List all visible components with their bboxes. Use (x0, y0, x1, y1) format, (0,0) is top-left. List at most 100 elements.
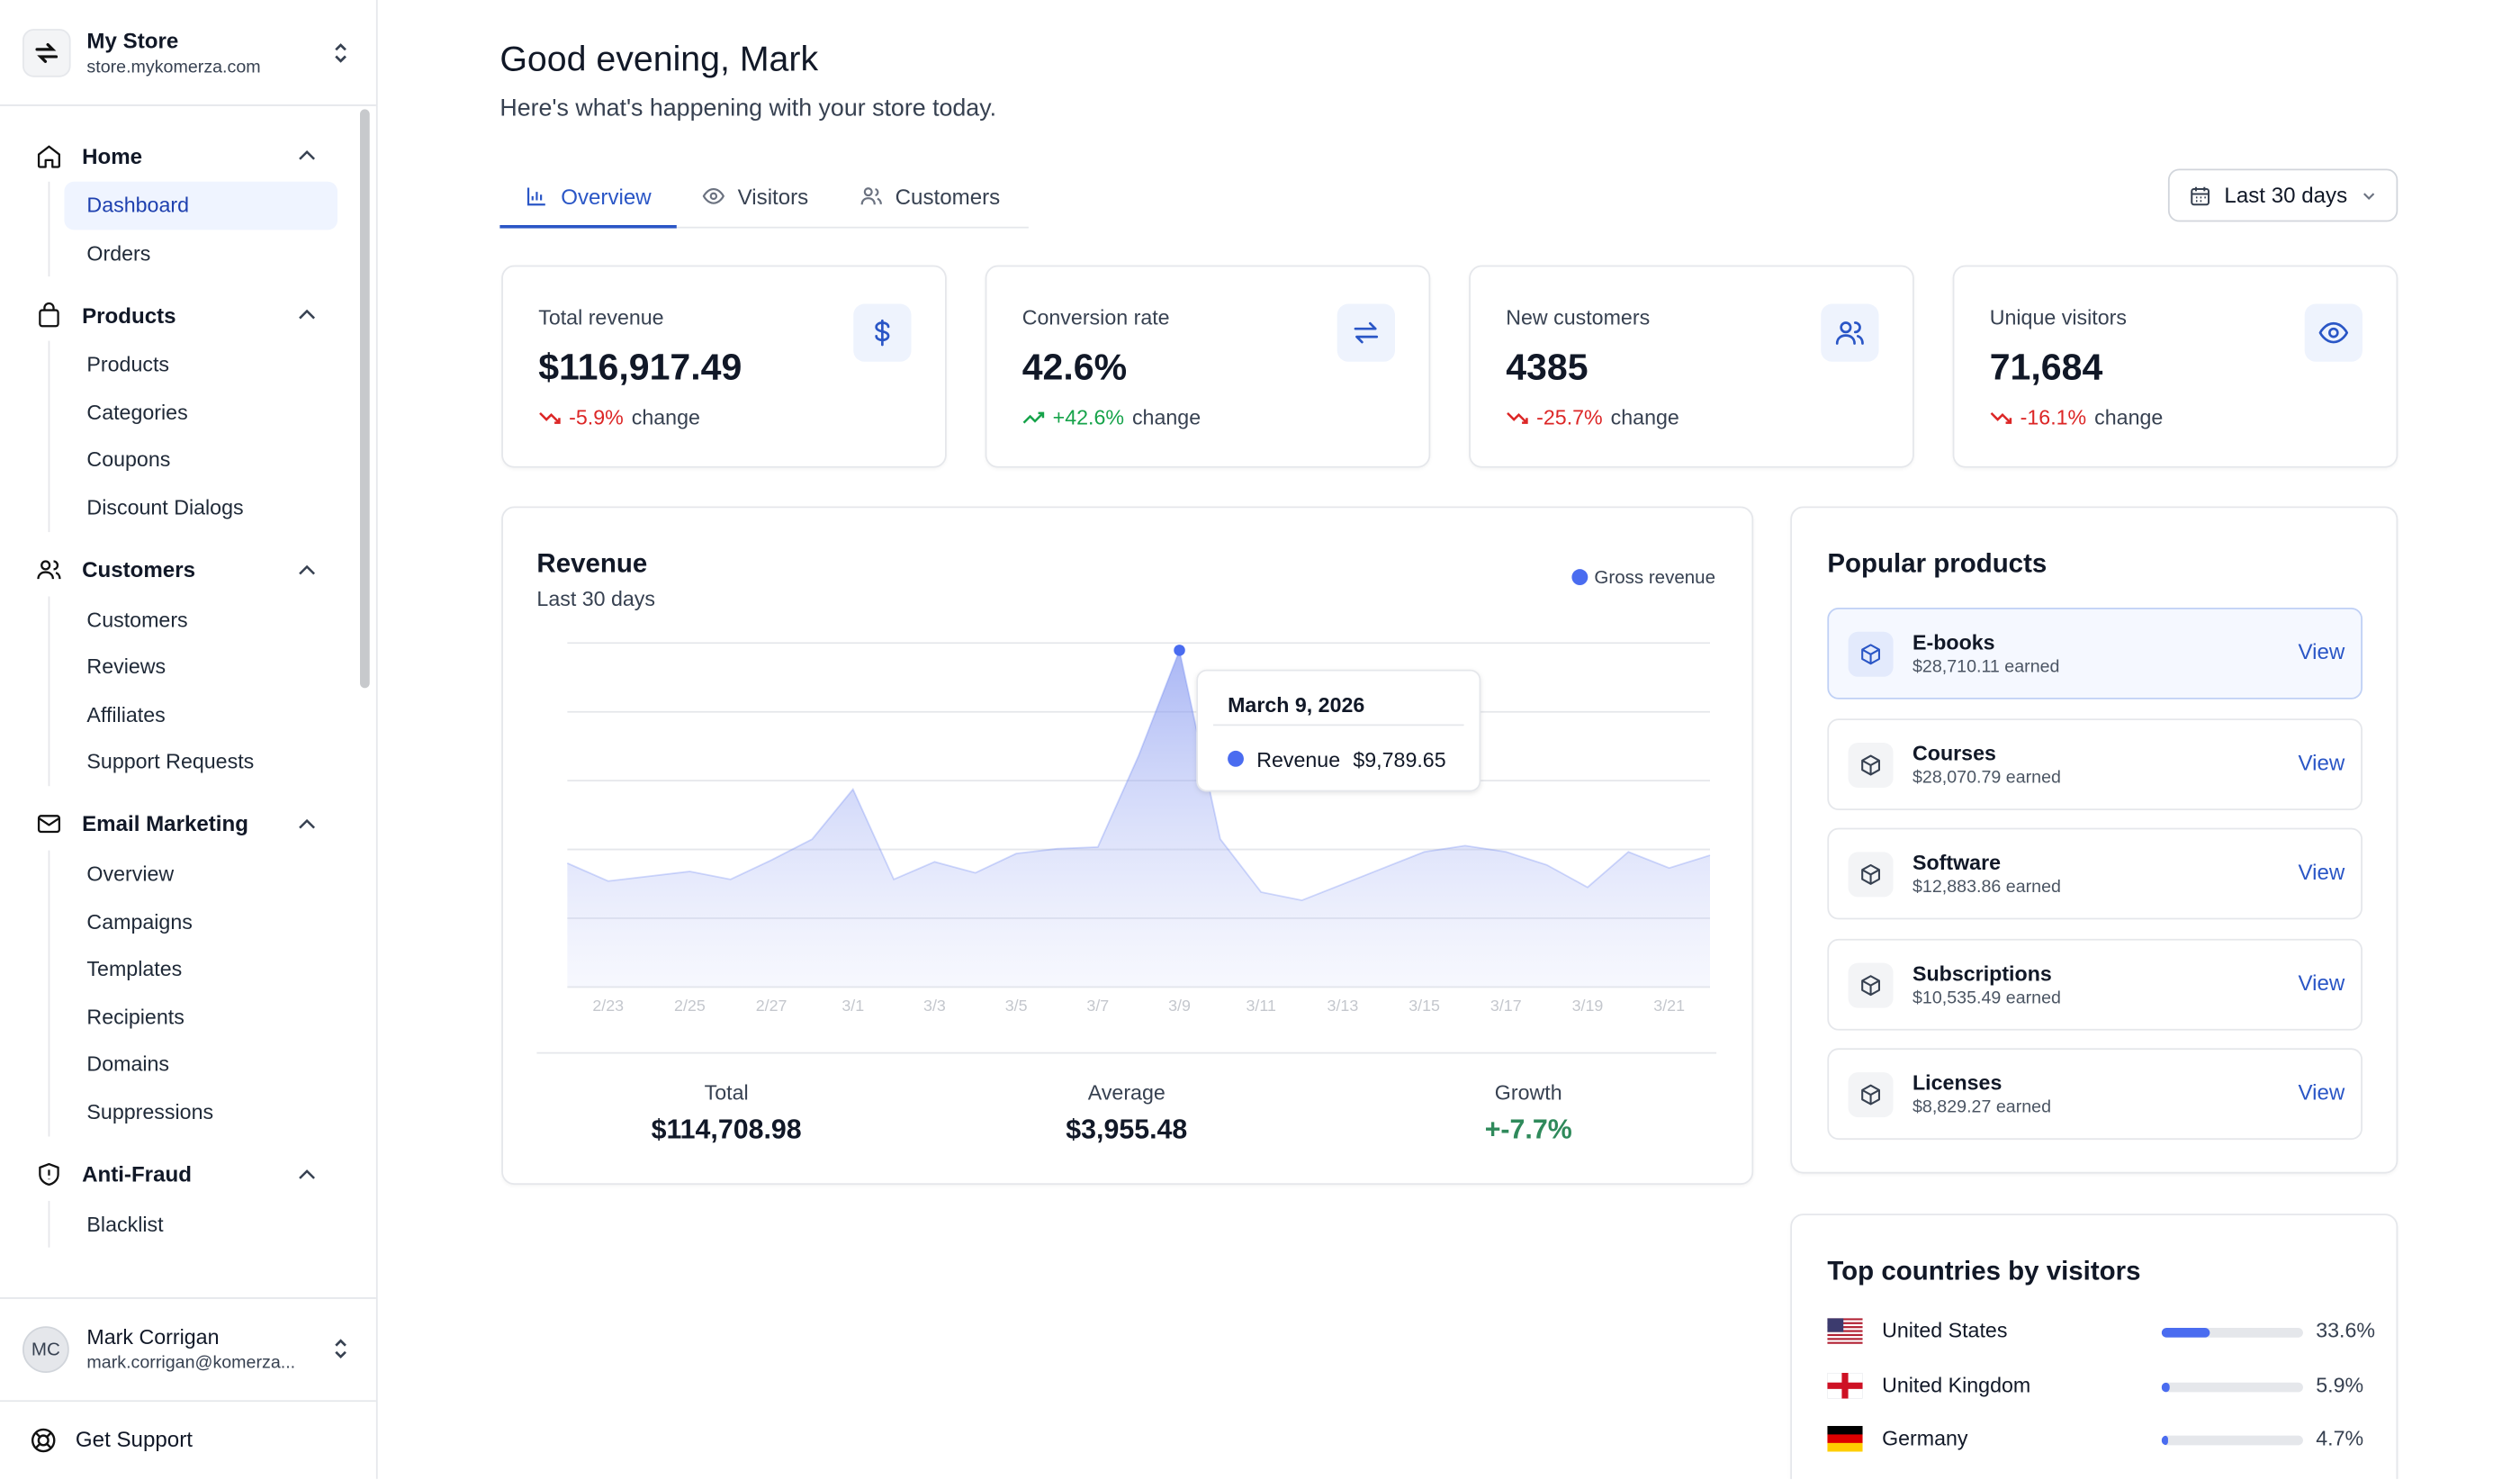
popular-products-card: Popular products E-books $28,710.11 earne… (1790, 506, 2398, 1174)
nav-item[interactable]: Customers (86, 607, 188, 632)
nav-section-title: Email Marketing (82, 812, 248, 837)
top-countries-card: Top countries by visitors United States 3… (1790, 1214, 2398, 1479)
stat-change: -16.1% change (1990, 404, 2163, 429)
nav-section-title: Home (82, 143, 143, 168)
nav-item[interactable]: Products (86, 352, 170, 377)
stat-icon (2304, 303, 2362, 362)
nav-item[interactable]: Reviews (86, 654, 166, 679)
country-bar (2161, 1435, 2169, 1446)
page-subtitle: Here's what's happening with your store … (500, 95, 997, 122)
product-row: Licenses $8,829.27 earned View (1827, 1048, 2362, 1141)
stat-card: New customers 4385 -25.7% change (1469, 265, 1914, 468)
product-row: E-books $28,710.11 earned View (1827, 607, 2362, 699)
tab-label: Visitors (737, 184, 809, 209)
tab-label: Customers (895, 184, 1001, 209)
support-link[interactable]: Get Support (75, 1427, 193, 1452)
stat-card: Total revenue $116,917.49 -5.9% change (501, 265, 947, 468)
product-view[interactable]: View (2298, 639, 2345, 664)
collapse-chevron[interactable] (296, 304, 319, 327)
stat-change-suffix: change (1131, 404, 1202, 429)
nav-items: Products Categories Coupons Discount Dialog… (48, 340, 354, 532)
country-flag (1827, 1425, 1863, 1452)
product-view[interactable]: View (2298, 1079, 2345, 1105)
product-row: Software $12,883.86 earned View (1827, 827, 2362, 920)
product-earned: $28,070.79 earned (1912, 767, 2061, 788)
stat-label: Unique visitors (1989, 305, 2127, 330)
stat-value: 71,684 (1989, 345, 2103, 388)
nav-item[interactable]: Discount Dialogs (86, 494, 244, 519)
nav-item[interactable]: Categories (86, 400, 188, 425)
product-name: Software (1912, 850, 2002, 875)
nav-item[interactable]: Support Requests (86, 749, 255, 774)
product-icon (1848, 742, 1894, 788)
nav-section[interactable]: Customers (0, 545, 354, 596)
user-name: Mark Corrigan (86, 1324, 220, 1349)
stat-change-value: +42.6% (1052, 404, 1125, 429)
revenue-card (501, 506, 1754, 1186)
divider (0, 104, 376, 106)
tab[interactable]: Overview (526, 182, 652, 211)
nav-items: Blacklist (48, 1200, 354, 1248)
collapse-chevron[interactable] (296, 559, 319, 582)
stat-label: Conversion rate (1022, 305, 1170, 330)
country-name: Germany (1882, 1425, 1968, 1450)
stat-change-value: -16.1% (2020, 404, 2087, 429)
nav-item[interactable]: Templates (86, 956, 183, 981)
user-email: mark.corrigan@komerza... (86, 1353, 296, 1373)
collapse-chevron[interactable] (296, 813, 319, 835)
nav-section[interactable]: Products (0, 290, 354, 341)
date-range-picker[interactable]: Last 30 days (2167, 168, 2398, 222)
sidebar: My Store store.mykomerza.com Home Dashboa… (0, 0, 378, 1479)
nav-item[interactable]: Blacklist (86, 1211, 164, 1236)
stat-label: Total revenue (538, 305, 664, 330)
nav-item[interactable]: Coupons (86, 447, 171, 472)
product-name: Courses (1912, 740, 1996, 765)
product-view[interactable]: View (2298, 750, 2345, 774)
nav-section[interactable]: Anti-Fraud (0, 1149, 354, 1200)
stat-change-suffix: change (1610, 404, 1679, 429)
country-bar-track (2161, 1435, 2303, 1446)
stat-change-value: -25.7% (1536, 404, 1603, 429)
nav-item[interactable]: Campaigns (86, 908, 193, 934)
store-switcher[interactable] (329, 41, 352, 67)
stat-change: -25.7% change (1506, 405, 1679, 429)
tab[interactable]: Customers (860, 182, 1000, 211)
collapse-chevron[interactable] (296, 145, 319, 167)
tab-border (500, 226, 1029, 229)
nav-section-title: Anti-Fraud (82, 1162, 192, 1187)
stat-change-value: -5.9% (569, 404, 624, 429)
scrollbar[interactable] (359, 109, 370, 689)
nav-item[interactable]: Affiliates (86, 701, 166, 726)
product-view[interactable]: View (2298, 860, 2345, 885)
product-icon (1848, 631, 1894, 677)
product-earned: $8,829.27 earned (1912, 1097, 2052, 1118)
nav-item[interactable]: Dashboard (64, 181, 338, 230)
nav-item[interactable]: Recipients (86, 1004, 184, 1029)
nav-item[interactable]: Orders (86, 240, 151, 265)
tab[interactable]: Visitors (702, 182, 808, 211)
stat-label: New customers (1506, 305, 1651, 330)
nav-item[interactable]: Overview (86, 862, 175, 886)
nav-section[interactable]: Home (0, 131, 354, 182)
stat-change: +42.6% change (1022, 405, 1201, 429)
stat-change-suffix: change (631, 404, 700, 429)
product-icon (1848, 1072, 1894, 1118)
nav-items: Customers Reviews Affiliates Support Reques… (48, 595, 354, 787)
nav: Home Dashboard Orders Products Products Categ… (0, 106, 354, 1295)
user-menu[interactable] (329, 1336, 352, 1362)
product-earned: $28,710.11 earned (1912, 657, 2060, 677)
stat-card: Conversion rate 42.6% +42.6% change (985, 265, 1431, 468)
stat-icon (1821, 303, 1879, 362)
country-name: United States (1882, 1318, 2008, 1343)
nav-item[interactable]: Domains (86, 1051, 170, 1077)
product-view[interactable]: View (2298, 970, 2345, 995)
product-earned: $12,883.86 earned (1912, 877, 2061, 898)
nav-section[interactable]: Email Marketing (0, 799, 354, 850)
product-name: E-books (1912, 629, 1995, 654)
stat-icon (1336, 303, 1395, 362)
nav-item[interactable]: Suppressions (86, 1099, 214, 1124)
divider (0, 1297, 376, 1299)
collapse-chevron[interactable] (296, 1163, 319, 1186)
